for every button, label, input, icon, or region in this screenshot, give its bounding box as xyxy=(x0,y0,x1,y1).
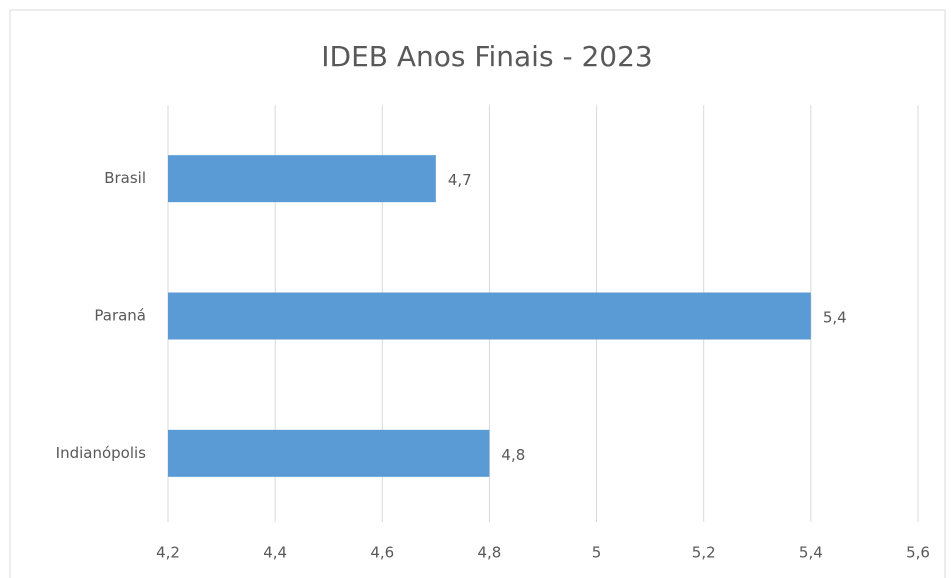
bar xyxy=(168,292,811,340)
data-label: 5,4 xyxy=(823,309,847,327)
x-tick-label: 5,2 xyxy=(692,544,716,562)
chart-title: IDEB Anos Finais - 2023 xyxy=(321,40,652,73)
y-tick-label: Indianópolis xyxy=(56,444,147,462)
y-tick-label: Brasil xyxy=(104,169,146,187)
bar xyxy=(168,155,436,203)
x-tick-label: 4,4 xyxy=(263,544,287,562)
x-tick-label: 5,4 xyxy=(799,544,823,562)
x-tick-label: 4,6 xyxy=(370,544,394,562)
x-tick-label: 5 xyxy=(592,544,602,562)
y-tick-label: Paraná xyxy=(94,307,146,325)
bar xyxy=(168,429,490,477)
data-label: 4,7 xyxy=(448,171,472,189)
x-tick-label: 4,2 xyxy=(156,544,180,562)
x-tick-label: 4,8 xyxy=(477,544,501,562)
x-tick-label: 5,6 xyxy=(906,544,930,562)
data-label: 4,8 xyxy=(501,446,525,464)
